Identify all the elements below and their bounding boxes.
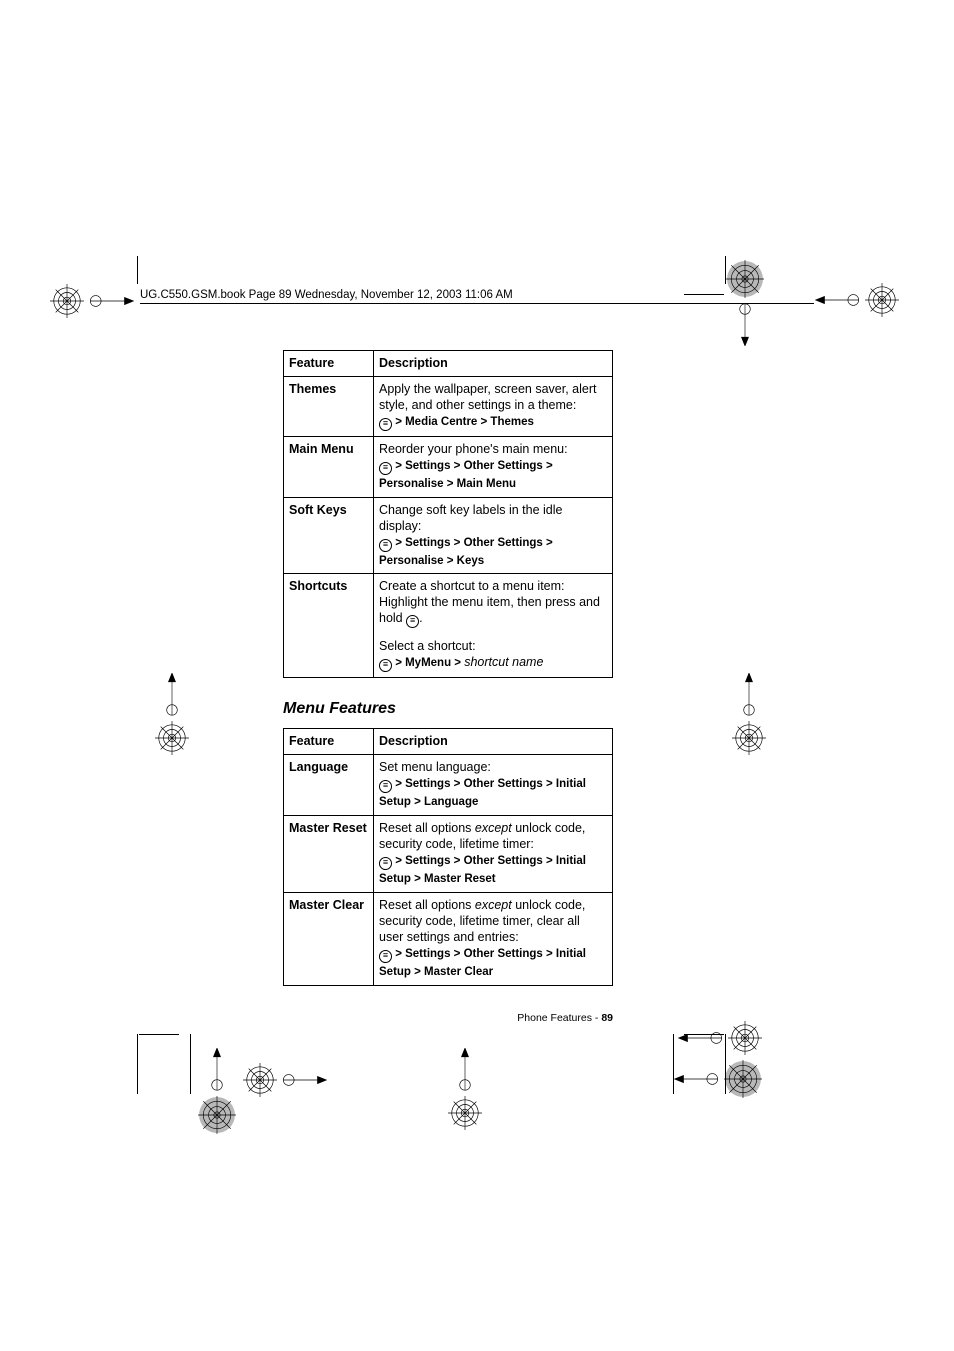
page-content: Feature Description Themes Apply the wal… bbox=[280, 350, 675, 986]
menu-icon bbox=[379, 857, 392, 870]
registration-mark-bottom-right bbox=[678, 1021, 762, 1055]
feature-name: Main Menu bbox=[284, 437, 374, 498]
registration-mark-bottom-center bbox=[448, 1048, 482, 1130]
feature-name: Soft Keys bbox=[284, 497, 374, 574]
feature-description: Reorder your phone's main menu: > Settin… bbox=[374, 437, 613, 498]
header-text: UG.C550.GSM.book Page 89 Wednesday, Nove… bbox=[140, 289, 513, 301]
menu-icon bbox=[379, 950, 392, 963]
registration-mark-mid-left bbox=[155, 673, 189, 755]
registration-mark-mid-right bbox=[732, 673, 766, 755]
feature-description: Create a shortcut to a menu item: Highli… bbox=[374, 574, 613, 678]
feature-description: Reset all options except unlock code, se… bbox=[374, 816, 613, 893]
table-row: Soft Keys Change soft key labels in the … bbox=[284, 497, 613, 574]
feature-name: Master Clear bbox=[284, 892, 374, 985]
table-row: Shortcuts Create a shortcut to a menu it… bbox=[284, 574, 613, 678]
table-header-feature: Feature bbox=[284, 351, 374, 377]
table-row: Master Reset Reset all options except un… bbox=[284, 816, 613, 893]
page-number: 89 bbox=[601, 1012, 613, 1024]
menu-icon bbox=[406, 615, 419, 628]
feature-name: Themes bbox=[284, 377, 374, 437]
feature-description: Set menu language: > Settings > Other Se… bbox=[374, 755, 613, 816]
footer-label: Phone Features - bbox=[517, 1012, 601, 1024]
feature-description: Change soft key labels in the idle displ… bbox=[374, 497, 613, 574]
table-row: Language Set menu language: > Settings >… bbox=[284, 755, 613, 816]
registration-mark-top-left bbox=[50, 284, 134, 318]
feature-description: Reset all options except unlock code, se… bbox=[374, 892, 613, 985]
table-header-description: Description bbox=[374, 351, 613, 377]
feature-description: Apply the wallpaper, screen saver, alert… bbox=[374, 377, 613, 437]
page-header: UG.C550.GSM.book Page 89 Wednesday, Nove… bbox=[140, 289, 814, 304]
table-row: Main Menu Reorder your phone's main menu… bbox=[284, 437, 613, 498]
feature-name: Shortcuts bbox=[284, 574, 374, 678]
table-header-description: Description bbox=[374, 729, 613, 755]
table-row: Themes Apply the wallpaper, screen saver… bbox=[284, 377, 613, 437]
feature-name: Language bbox=[284, 755, 374, 816]
feature-name: Master Reset bbox=[284, 816, 374, 893]
registration-mark-bottom-left bbox=[198, 1048, 236, 1134]
menu-icon bbox=[379, 659, 392, 672]
page-footer: Phone Features - 89 bbox=[280, 1012, 613, 1024]
features-table-2: Feature Description Language Set menu la… bbox=[283, 728, 613, 985]
table-header-feature: Feature bbox=[284, 729, 374, 755]
features-table-1: Feature Description Themes Apply the wal… bbox=[283, 350, 613, 678]
menu-icon bbox=[379, 462, 392, 475]
registration-mark-bottom-left-2 bbox=[243, 1063, 327, 1097]
menu-icon bbox=[379, 780, 392, 793]
section-title: Menu Features bbox=[283, 700, 675, 718]
menu-icon bbox=[379, 418, 392, 431]
registration-mark-top-right-outer bbox=[815, 283, 899, 317]
registration-mark-bottom-right-2 bbox=[674, 1060, 762, 1098]
menu-icon bbox=[379, 539, 392, 552]
table-row: Master Clear Reset all options except un… bbox=[284, 892, 613, 985]
